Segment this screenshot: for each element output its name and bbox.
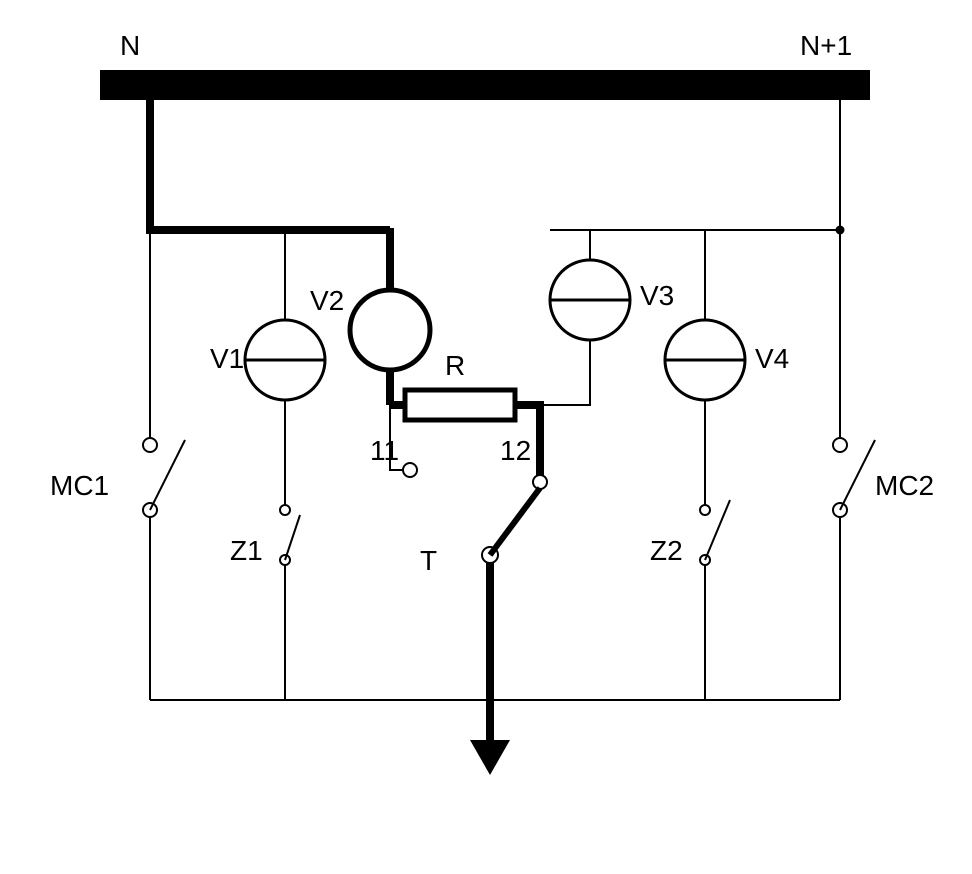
- label-MC1: MC1: [50, 470, 109, 501]
- label-V4: V4: [755, 343, 789, 374]
- wire-left-drop: [150, 100, 390, 230]
- label-R: R: [445, 350, 465, 381]
- wire-v3-bot: [515, 340, 590, 405]
- label-V3: V3: [640, 280, 674, 311]
- label-Z2: Z2: [650, 535, 683, 566]
- t-contact-12: [533, 475, 547, 489]
- label-11: 11: [370, 435, 399, 466]
- z1-contact-top: [280, 505, 290, 515]
- t-contact-11: [403, 463, 417, 477]
- circuit-diagram: N N+1 MC1 V1 Z1 V2 R 11 12 T V3: [0, 0, 972, 874]
- label-Z1: Z1: [230, 535, 263, 566]
- label-N: N: [120, 30, 140, 61]
- busbar: [100, 70, 870, 100]
- label-V1: V1: [210, 343, 244, 374]
- label-12: 12: [500, 435, 531, 466]
- mc1-contact-top: [143, 438, 157, 452]
- label-MC2: MC2: [875, 470, 934, 501]
- arrow-head-icon: [470, 740, 510, 775]
- mc2-contact-top: [833, 438, 847, 452]
- label-N1: N+1: [800, 30, 852, 61]
- z1-blade: [285, 515, 300, 560]
- z2-contact-top: [700, 505, 710, 515]
- wire-right-drop: [550, 100, 840, 230]
- t-blade: [490, 488, 540, 555]
- label-T: T: [420, 545, 437, 576]
- resistor-R: [405, 390, 515, 420]
- voltmeter-V2: [350, 290, 430, 370]
- label-V2: V2: [310, 285, 344, 316]
